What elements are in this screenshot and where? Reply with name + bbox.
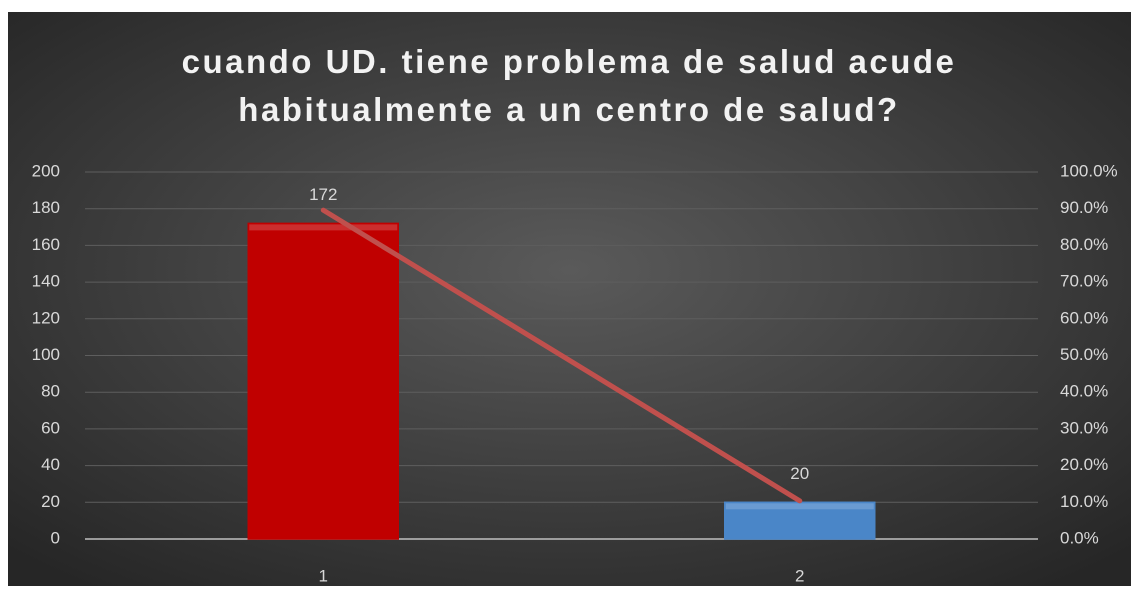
y-tick-label: 160 xyxy=(32,235,60,254)
y-tick-label: 80 xyxy=(41,382,60,401)
chart-background xyxy=(8,12,1131,586)
y2-tick-label: 20.0% xyxy=(1060,455,1108,474)
y2-tick-label: 30.0% xyxy=(1060,418,1108,437)
y-tick-label: 60 xyxy=(41,418,60,437)
data-label: 172 xyxy=(309,185,337,204)
chart-title: cuando UD. tiene problema de salud acude… xyxy=(181,43,957,128)
y-tick-label: 120 xyxy=(32,308,60,327)
y2-tick-label: 40.0% xyxy=(1060,382,1108,401)
y2-tick-label: 60.0% xyxy=(1060,308,1108,327)
y2-tick-label: 0.0% xyxy=(1060,528,1099,547)
y-tick-label: 100 xyxy=(32,345,60,364)
y2-tick-label: 90.0% xyxy=(1060,198,1108,217)
y-tick-label: 20 xyxy=(41,492,60,511)
y-tick-label: 200 xyxy=(32,161,60,180)
bar-highlight xyxy=(725,503,874,510)
x-tick-label: 2 xyxy=(795,566,804,585)
bar xyxy=(724,501,876,540)
y-tick-label: 180 xyxy=(32,198,60,217)
x-tick-label: 1 xyxy=(319,566,328,585)
line xyxy=(320,207,803,504)
bar-highlight xyxy=(249,224,398,231)
y2-tick-label: 10.0% xyxy=(1060,492,1108,511)
y2-tick-label: 100.0% xyxy=(1060,161,1118,180)
y-tick-label: 0 xyxy=(51,528,60,547)
y-tick-label: 40 xyxy=(41,455,60,474)
y2-tick-label: 50.0% xyxy=(1060,345,1108,364)
bar xyxy=(247,222,399,540)
data-label: 20 xyxy=(790,464,809,483)
y2-tick-label: 70.0% xyxy=(1060,272,1108,291)
y-tick-label: 140 xyxy=(32,272,60,291)
y2-tick-label: 80.0% xyxy=(1060,235,1108,254)
